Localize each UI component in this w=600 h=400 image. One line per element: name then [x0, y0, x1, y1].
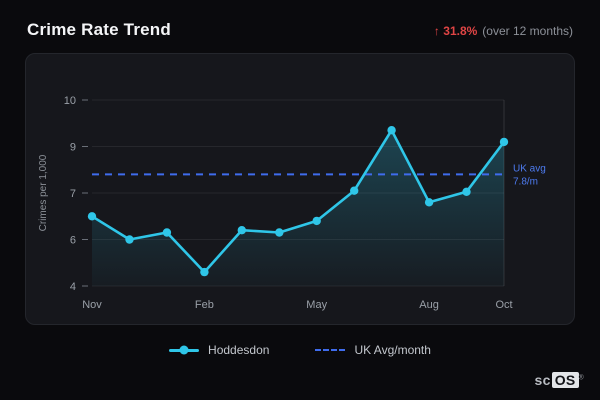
svg-text:Crimes per 1,000: Crimes per 1,000 — [38, 154, 49, 231]
change-delta: ↑ 31.8% — [434, 24, 477, 38]
hoddesdon-line-swatch-icon — [169, 348, 200, 352]
svg-text:May: May — [306, 299, 327, 311]
change-period: (over 12 months) — [482, 24, 573, 38]
svg-text:Oct: Oct — [495, 299, 512, 311]
svg-text:UK avg: UK avg — [513, 163, 546, 174]
scos-logo: sc OS ® — [535, 372, 584, 388]
legend-item-uk-avg[interactable]: UK Avg/month — [315, 343, 431, 357]
legend-item-hoddesdon[interactable]: Hoddesdon — [169, 343, 269, 357]
legend-label-hoddesdon: Hoddesdon — [208, 343, 270, 357]
logo-boxed: OS — [551, 372, 579, 388]
logo-prefix: sc — [534, 372, 551, 388]
svg-text:Feb: Feb — [195, 299, 214, 311]
chart-legend: Hoddesdon UK Avg/month — [25, 343, 575, 357]
svg-text:Nov: Nov — [82, 299, 102, 311]
legend-label-uk-avg: UK Avg/month — [354, 343, 431, 357]
registered-mark: ® — [578, 374, 584, 382]
change-stat: ↑ 31.8% (over 12 months) — [434, 24, 573, 38]
page-header: Crime Rate Trend ↑ 31.8% (over 12 months… — [25, 18, 575, 40]
svg-text:7: 7 — [70, 188, 76, 200]
svg-text:7.8/m: 7.8/m — [513, 176, 538, 187]
svg-text:10: 10 — [64, 95, 76, 107]
chart-card: 10 9 7 6 4 Nov Feb May Aug Oct UK avg 7.8/m Crimes p… — [25, 53, 575, 325]
change-value: 31.8% — [443, 24, 478, 38]
svg-text:Aug: Aug — [419, 299, 439, 311]
svg-text:6: 6 — [70, 235, 76, 247]
up-arrow-icon: ↑ — [433, 24, 440, 38]
page-title: Crime Rate Trend — [27, 20, 171, 39]
svg-text:4: 4 — [70, 281, 76, 293]
crime-trend-line-chart: 10 9 7 6 4 Nov Feb May Aug Oct UK avg 7.8/m Crimes p… — [38, 95, 546, 311]
svg-text:9: 9 — [70, 142, 76, 154]
uk-avg-dash-swatch-icon — [315, 349, 346, 351]
